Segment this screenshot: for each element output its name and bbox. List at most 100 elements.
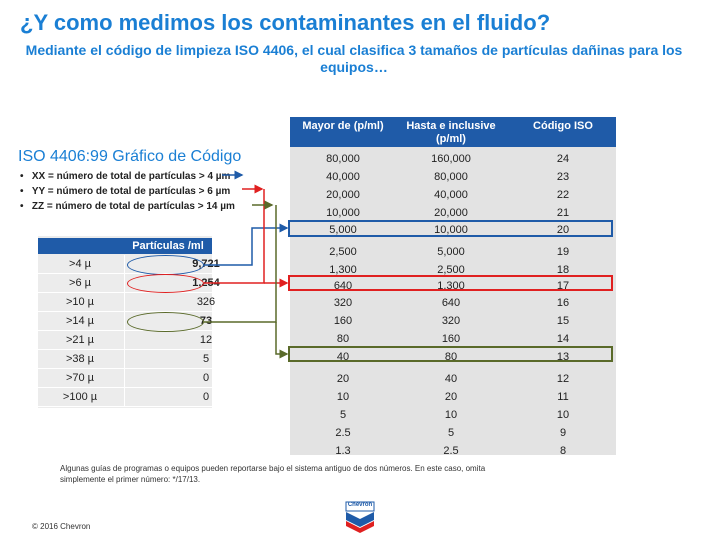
iso-cell-greater-than: 5 — [339, 409, 347, 421]
iso-code-table — [290, 117, 616, 455]
iso-chart-title: ISO 4406:99 Gráfico de Código — [18, 148, 242, 165]
iso-cell-code: 22 — [556, 189, 570, 201]
iso-table-row: 2.5 5 9 — [290, 424, 616, 442]
iso-cell-code: 24 — [556, 153, 570, 165]
iso-cell-up-to: 2,500 — [437, 264, 465, 276]
copyright: © 2016 Chevron — [32, 522, 91, 531]
iso-cell-code: 10 — [556, 409, 570, 421]
particle-table-row: >21 µ 12 — [38, 331, 212, 350]
iso-table-row: 160 320 15 — [290, 312, 616, 330]
iso-table-row: 320 640 16 — [290, 294, 616, 312]
iso-table-row: 80,000 160,000 24 — [290, 150, 616, 168]
row-divider — [38, 311, 212, 312]
footnote: Algunas guías de programas o equipos pue… — [60, 464, 486, 484]
column-divider — [124, 293, 125, 312]
iso-cell-greater-than: 1,300 — [329, 264, 357, 276]
iso-table-row: 20,000 40,000 22 — [290, 186, 616, 204]
iso-cell-greater-than: 2,500 — [329, 246, 357, 258]
iso-cell-up-to: 40 — [444, 373, 458, 385]
row-divider — [38, 349, 212, 350]
iso-cell-code: 16 — [556, 297, 570, 309]
particle-count-value: 12 — [199, 334, 213, 346]
row-divider — [38, 387, 212, 388]
bullet-xx: • XX = número de total de partículas > 4… — [20, 171, 231, 182]
particle-table-header-blank — [38, 238, 124, 254]
highlight-box-blue — [288, 220, 613, 237]
iso-cell-greater-than: 160 — [333, 315, 353, 327]
iso-table-row: 1.3 2.5 8 — [290, 442, 616, 460]
slide-subtitle: Mediante el código de limpieza ISO 4406,… — [25, 42, 683, 75]
column-divider — [124, 255, 125, 274]
iso-table-row: 5 10 10 — [290, 406, 616, 424]
highlight-box-olive — [288, 346, 613, 362]
iso-cell-code: 19 — [556, 246, 570, 258]
oval-olive — [127, 312, 204, 332]
iso-cell-up-to: 2.5 — [443, 445, 459, 457]
column-divider — [124, 274, 125, 293]
iso-cell-greater-than: 2.5 — [335, 427, 351, 439]
particle-size-label: >100 µ — [62, 391, 98, 403]
iso-cell-greater-than: 1.3 — [335, 445, 351, 457]
iso-cell-up-to: 20 — [444, 391, 458, 403]
iso-cell-up-to: 5,000 — [437, 246, 465, 258]
header-up-to: Hasta e inclusive (p/ml) — [406, 120, 496, 145]
iso-table-row: 1,300 2,500 18 — [290, 261, 616, 279]
iso-cell-greater-than: 20 — [336, 373, 350, 385]
iso-cell-code: 11 — [557, 391, 569, 403]
particle-table-row: >100 µ 0 — [38, 388, 212, 407]
iso-cell-greater-than: 80 — [336, 333, 350, 345]
arrow-red-line — [204, 189, 265, 284]
iso-table-header: Mayor de (p/ml) Hasta e inclusive (p/ml)… — [290, 117, 616, 147]
column-divider — [124, 331, 125, 350]
particle-count-value: 5 — [202, 353, 210, 365]
bullet-zz: • ZZ = número de total de partículas > 1… — [20, 201, 235, 212]
particle-table-header: Partículas /ml — [124, 238, 212, 254]
iso-cell-code: 15 — [556, 315, 570, 327]
iso-cell-up-to: 640 — [441, 297, 461, 309]
iso-cell-up-to: 40,000 — [434, 189, 468, 201]
column-divider — [124, 350, 125, 369]
iso-cell-up-to: 20,000 — [434, 207, 468, 219]
iso-table-row: 20 40 12 — [290, 370, 616, 388]
iso-cell-code: 12 — [556, 373, 570, 385]
iso-cell-greater-than: 5,000 — [329, 224, 357, 236]
oval-red — [127, 274, 204, 293]
arrow-olive-to-table — [275, 322, 289, 359]
iso-cell-greater-than: 10,000 — [326, 207, 360, 219]
iso-table-row: 10,000 20,000 21 — [290, 204, 616, 222]
row-divider — [38, 368, 212, 369]
iso-table-row: 40,000 80,000 23 — [290, 168, 616, 186]
iso-cell-up-to: 160,000 — [431, 153, 471, 165]
iso-table-row: 10 20 11 — [290, 388, 616, 406]
particle-table-row: >10 µ 326 — [38, 293, 215, 312]
particle-count-value: 0 — [202, 391, 210, 403]
iso-cell-greater-than: 10 — [336, 391, 350, 403]
arrow-blue-line — [204, 223, 289, 266]
column-divider — [124, 312, 125, 331]
iso-table-row: 80 160 14 — [290, 330, 616, 348]
row-divider — [38, 406, 212, 407]
particle-size-label: >38 µ — [65, 353, 95, 365]
iso-cell-up-to: 160 — [441, 333, 461, 345]
iso-cell-up-to: 80,000 — [434, 171, 468, 183]
iso-table-row: 2,500 5,000 19 — [290, 243, 616, 261]
particle-table-row: >38 µ 5 — [38, 350, 212, 369]
iso-cell-code: 9 — [559, 427, 567, 439]
row-divider — [38, 292, 212, 293]
iso-table-row: 5,000 10,000 20 — [290, 221, 616, 239]
particle-size-label: >14 µ — [65, 315, 95, 327]
iso-cell-up-to: 10 — [444, 409, 458, 421]
particle-table-row: >70 µ 0 — [38, 369, 212, 388]
row-divider — [38, 330, 212, 331]
iso-cell-up-to: 5 — [447, 427, 455, 439]
particle-count-value: 326 — [196, 296, 216, 308]
particle-size-label: >6 µ — [69, 277, 91, 289]
iso-cell-up-to: 10,000 — [434, 224, 468, 236]
iso-cell-greater-than: 80,000 — [326, 153, 360, 165]
particle-size-label: >4 µ — [69, 258, 91, 270]
iso-cell-code: 14 — [556, 333, 570, 345]
iso-cell-greater-than: 20,000 — [326, 189, 360, 201]
particle-size-label: >21 µ — [65, 334, 95, 346]
iso-cell-greater-than: 320 — [333, 297, 353, 309]
